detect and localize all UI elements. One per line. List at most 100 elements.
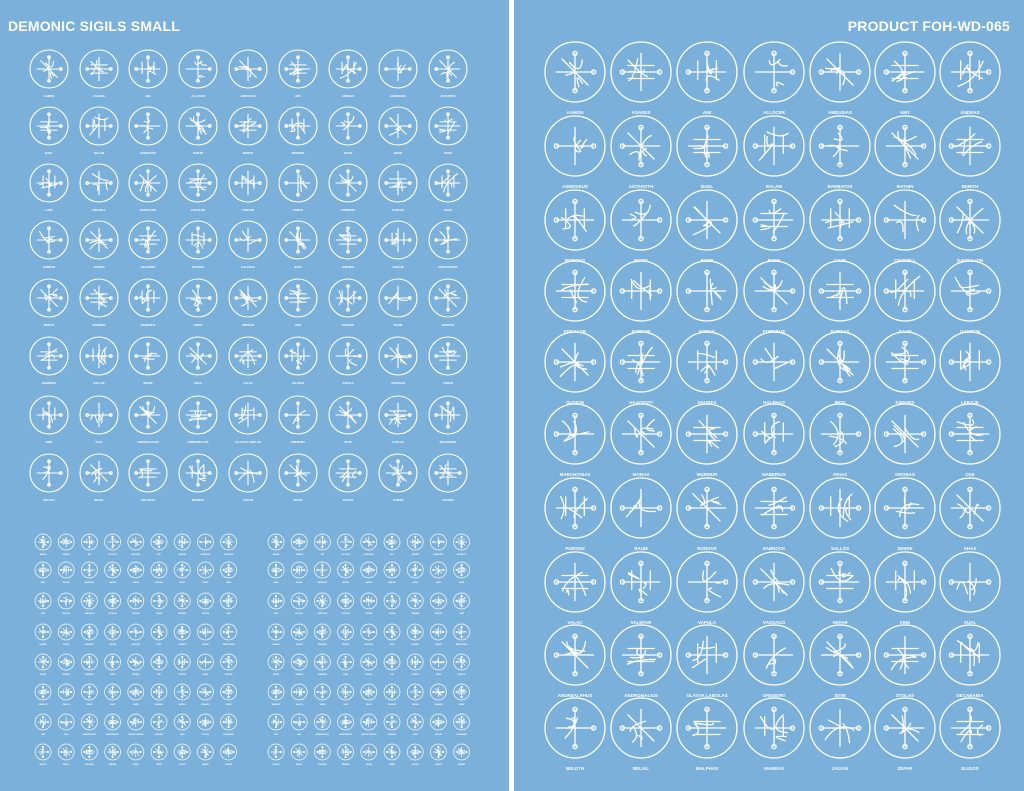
sigil-icon [809, 403, 871, 465]
sigil-name-label: ORIAS [833, 472, 847, 477]
sigil-name-label: BAEL [274, 581, 279, 584]
sigil-icon [128, 278, 168, 318]
sigil-name-label: PURSON [565, 546, 584, 551]
left-sheet: DEMONIC SIGILS SMALL AAMON ASARES AIM ALLOC… [0, 0, 509, 791]
sigil-icon [128, 49, 168, 89]
sigil-name-label: BELIAL [94, 498, 104, 502]
sigil-name-label: HAURES [697, 400, 716, 405]
sigil-icon [676, 331, 738, 393]
sigil-name-label: AMDUSIAS [828, 110, 852, 115]
sigil-icon [610, 624, 672, 686]
sigil-icon [378, 49, 418, 89]
sigil-icon [150, 561, 168, 579]
sigil-icon [360, 561, 378, 579]
sigil-icon [79, 163, 119, 203]
sigil-name-label: AMDUSIAS [241, 94, 256, 98]
sigil-name-label: FOCALOR [191, 208, 205, 212]
sigil-name-label: ELIGOS [961, 766, 978, 771]
sigil-icon [676, 477, 738, 539]
sigil-icon [874, 41, 936, 103]
sigil-icon [610, 189, 672, 251]
sigil-name-label: FORFUR [365, 613, 373, 615]
sigil-icon [314, 653, 331, 671]
sigil-icon [81, 743, 98, 761]
sigil-icon [874, 189, 936, 251]
sigil-icon [267, 743, 285, 761]
sigil-icon [314, 623, 331, 641]
sigil-name-label: ASTAROTH [629, 184, 654, 189]
sigil-name-label: IPOS [390, 644, 395, 646]
sigil-name-label: CROCELL [295, 613, 303, 615]
sigil-icon [79, 220, 119, 260]
sigil-icon [228, 453, 268, 493]
sigil-icon [290, 653, 308, 671]
sigil-icon [267, 683, 285, 701]
sigil-icon [453, 623, 470, 641]
sigil-icon [337, 623, 354, 641]
sigil-icon [314, 592, 331, 610]
sigil-icon [228, 278, 268, 318]
sigil-name-label: STOLAS [202, 733, 210, 736]
sigil-icon [278, 163, 318, 203]
sigil-name-label: GUSION [93, 265, 104, 269]
sigil-name-label: CROCELL [62, 613, 70, 615]
sigil-name-label: BALAM [766, 184, 782, 189]
sigil-name-label: BOTIS [180, 582, 186, 584]
sigil-name-label: BATHIN [109, 581, 116, 584]
sigil-icon [178, 395, 218, 435]
sigil-name-label: DANTALION [84, 612, 95, 615]
sigil-icon [150, 623, 168, 641]
sigil-icon [173, 623, 191, 641]
sigil-icon [406, 561, 424, 579]
sigil-name-label: ZEPAR [898, 766, 914, 771]
sigil-icon [406, 653, 424, 671]
sigil-name-label: ALLOCER [342, 553, 351, 556]
sigil-name-label: ANDRAS [412, 553, 420, 556]
sigil-name-label: GLASYA LABOLAS [235, 440, 261, 444]
sigil-icon [743, 403, 805, 465]
sigil-name-label: SITRI [413, 734, 418, 736]
sigil-icon [79, 336, 119, 376]
sigil-icon [676, 403, 738, 465]
sigil-name-label: GLASYA LABOLAS [361, 733, 377, 736]
sigil-icon [428, 220, 468, 260]
sigil-name-label: AMY [390, 553, 395, 556]
sigil-icon [360, 533, 378, 551]
sigil-icon [267, 561, 285, 579]
sigil-name-label: BATHIN [193, 151, 203, 155]
sigil-name-label: OROBAS [132, 673, 140, 676]
sigil-icon [406, 592, 424, 610]
sigil-icon [430, 533, 447, 551]
sigil-icon [610, 477, 672, 539]
sigil-name-label: HALPHAS [132, 643, 141, 646]
sigil-icon [676, 115, 738, 177]
sigil-icon [453, 561, 470, 579]
sigil-name-label: BALAM [296, 581, 303, 584]
sigil-name-label: BARBATOS [827, 184, 852, 189]
sigil-icon [150, 533, 168, 551]
sigil-icon [874, 477, 936, 539]
sigil-name-label: ASMODEUS [201, 553, 212, 556]
sigil-name-label: BUER [436, 582, 442, 584]
sigil-name-label: GAMIGIN [39, 643, 47, 646]
sigil-name-label: ELIGOS [179, 764, 186, 766]
sigil-name-label: FORFUR [242, 208, 254, 212]
sigil-name-label: MARCHOSIAS [560, 472, 591, 477]
sigil-icon [150, 592, 168, 610]
sigil-icon [57, 623, 75, 641]
sigil-name-label: KIMARIS [342, 265, 354, 269]
sigil-name-label: SABNOCK [272, 703, 281, 706]
sigil-icon [220, 653, 237, 671]
sigil-name-label: PURSON [412, 674, 420, 676]
sigil-icon [337, 713, 354, 731]
sigil-icon [267, 623, 285, 641]
sigil-icon [430, 743, 447, 761]
sigil-name-label: VEPAR [443, 381, 452, 385]
sigil-icon [290, 623, 308, 641]
sigil-icon [676, 41, 738, 103]
sigil-name-label: MARCHOSIAS [223, 643, 235, 646]
sigil-name-label: SITRI [180, 734, 185, 736]
sigil-name-label: ZAGAN [133, 763, 140, 766]
sigil-name-label: ASARES [93, 94, 105, 98]
sigil-name-label: ALLOCER [109, 553, 118, 556]
